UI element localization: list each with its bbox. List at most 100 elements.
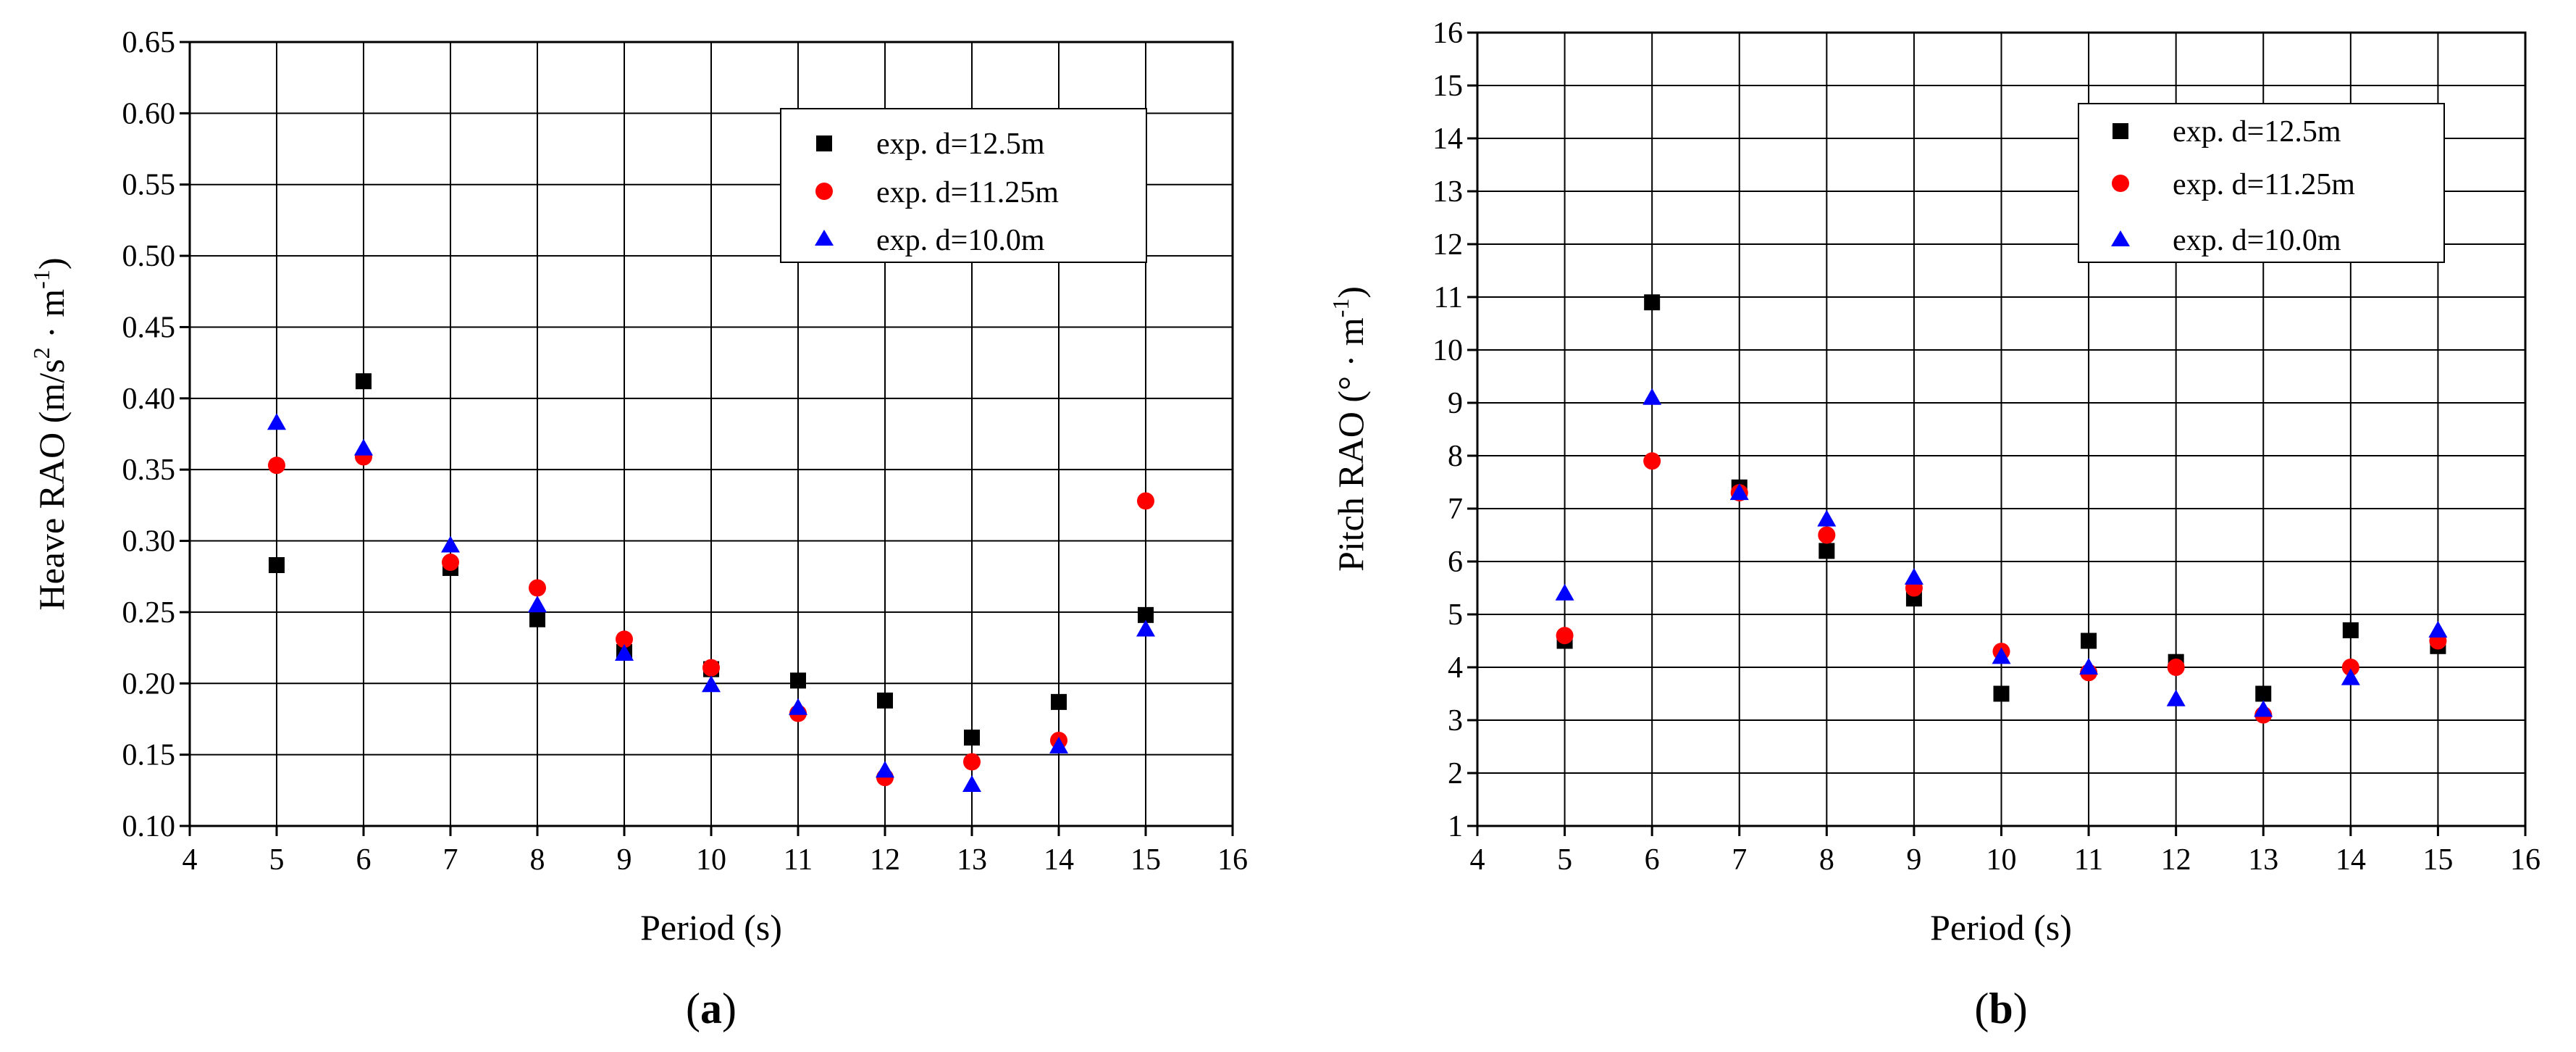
data-point-triangle: [2166, 689, 2186, 706]
data-point-square: [356, 373, 372, 390]
y-tick-label: 9: [1448, 387, 1463, 420]
data-point-circle: [1137, 492, 1154, 510]
legend-label-11-25m: exp. d=11.25m: [2173, 168, 2355, 201]
data-point-square: [1993, 685, 2010, 702]
x-tick-label: 9: [617, 843, 632, 877]
y-tick-label: 0.15: [122, 739, 176, 772]
y-tick-label: 4: [1448, 651, 1463, 685]
y-tick-label: 0.45: [122, 311, 176, 344]
data-point-circle: [2167, 659, 2185, 676]
data-point-circle: [268, 456, 285, 475]
x-tick-label: 11: [2074, 843, 2103, 877]
data-point-triangle: [1136, 619, 1155, 637]
y-tick-label: 8: [1448, 440, 1463, 473]
data-point-triangle: [1642, 388, 1662, 405]
y-tick-label: 0.60: [122, 97, 176, 130]
y-tick-labels: 0.10 0.15 0.20 0.25 0.30 0.35 0.40 0.45 0.50 0.55…: [122, 26, 176, 843]
y-tick-label: 6: [1448, 546, 1463, 579]
x-tick-label: 5: [269, 843, 285, 877]
data-point-square: [1138, 606, 1154, 623]
x-tick-labels: 4 5 6 7 8 9 10 11 12 13 14 15 16: [182, 843, 1249, 877]
y-tick-label: 2: [1448, 757, 1463, 790]
y-tick-label: 16: [1432, 17, 1463, 50]
legend-label-12-5m: exp. d=12.5m: [876, 128, 1045, 161]
legend-marker-square: [2113, 123, 2128, 139]
y-tick-label: 7: [1448, 493, 1463, 526]
data-point-square: [1051, 693, 1067, 710]
data-point-triangle: [962, 775, 981, 792]
data-point-circle: [963, 753, 981, 771]
y-tick-label: 3: [1448, 704, 1463, 738]
y-tick-label: 10: [1432, 334, 1463, 367]
data-point-triangle: [2341, 668, 2360, 685]
legend-label-10-0m: exp. d=10.0m: [2173, 224, 2341, 257]
x-tick-label: 10: [696, 843, 726, 877]
data-point-triangle: [1729, 483, 1749, 501]
y-tick-label: 5: [1448, 598, 1463, 632]
data-point-triangle: [1049, 736, 1068, 753]
data-point-square: [877, 692, 893, 709]
data-point-square: [2342, 622, 2359, 638]
x-tick-label: 14: [1044, 843, 1074, 877]
data-point-triangle: [702, 675, 721, 693]
legend-marker-square: [816, 135, 832, 151]
chart-panel-b: 4 5 6 7 8 9 10 11 12 13 14 15 16 1234567891011121314…: [1327, 17, 2541, 1032]
data-point-square: [269, 556, 285, 573]
x-tick-labels: 4 5 6 7 8 9 10 11 12 13 14 15 16: [1470, 843, 2541, 877]
legend-marker-circle: [815, 183, 833, 200]
x-tick-label: 6: [356, 843, 372, 877]
x-tick-label: 15: [1130, 843, 1161, 877]
data-point-square: [2081, 633, 2097, 649]
x-tick-label: 13: [957, 843, 987, 877]
data-point-circle: [2341, 659, 2359, 676]
data-point-circle: [1643, 452, 1661, 470]
data-point-circle: [442, 554, 459, 572]
y-tick-label: 0.10: [122, 810, 176, 843]
y-tick-label: 11: [1434, 281, 1463, 314]
data-point-square: [529, 611, 545, 627]
data-point-triangle: [1555, 583, 1574, 601]
x-tick-label: 6: [1645, 843, 1660, 877]
y-axis-label: Pitch RAO (° · m-1): [1327, 286, 1371, 572]
legend: exp. d=12.5m exp. d=11.25m exp. d=10.0m: [2078, 103, 2445, 263]
data-point-circle: [1556, 627, 1574, 645]
data-point-triangle: [2254, 700, 2273, 717]
data-points: [267, 373, 1155, 792]
panel-label-a: (a): [686, 985, 737, 1032]
data-point-square: [1644, 294, 1661, 311]
y-tick-label: 0.35: [122, 454, 176, 487]
x-tick-label: 7: [1732, 843, 1747, 877]
y-tick-label: 15: [1432, 70, 1463, 103]
x-tick-label: 10: [1986, 843, 2017, 877]
y-tick-label: 14: [1432, 122, 1463, 156]
x-tick-label: 7: [443, 843, 458, 877]
panel-label-b: (b): [1974, 985, 2027, 1032]
x-tick-label: 9: [1906, 843, 1921, 877]
x-tick-label: 15: [2422, 843, 2453, 877]
legend-box: [780, 108, 1147, 263]
x-tick-label: 12: [2161, 843, 2191, 877]
x-axis-label: Period (s): [1930, 907, 2072, 948]
chart-panel-a: 4 5 6 7 8 9 10 11 12 13 14 15 16 0.10 0.15 0.20 0.25 0.3…: [28, 26, 1248, 1032]
y-tick-label: 13: [1432, 175, 1463, 209]
legend-marker-circle: [2112, 175, 2129, 192]
data-point-circle: [616, 630, 633, 648]
data-point-triangle: [267, 413, 286, 430]
data-point-circle: [702, 659, 720, 677]
x-tick-label: 13: [2248, 843, 2278, 877]
legend-label-11-25m: exp. d=11.25m: [876, 176, 1059, 209]
x-tick-label: 11: [784, 843, 813, 877]
x-tick-label: 4: [182, 843, 198, 877]
data-point-triangle: [528, 596, 547, 613]
data-point-triangle: [2079, 658, 2099, 675]
y-tick-label: 0.40: [122, 383, 176, 416]
data-point-triangle: [789, 698, 807, 715]
x-tick-label: 4: [1470, 843, 1485, 877]
data-point-triangle: [354, 438, 373, 456]
x-axis-label: Period (s): [640, 907, 782, 948]
y-tick-label: 0.50: [122, 240, 176, 273]
y-tick-label: 0.20: [122, 667, 176, 701]
data-point-triangle: [441, 535, 460, 553]
y-axis-label: Heave RAO (m/s2 · m-1): [28, 257, 72, 610]
